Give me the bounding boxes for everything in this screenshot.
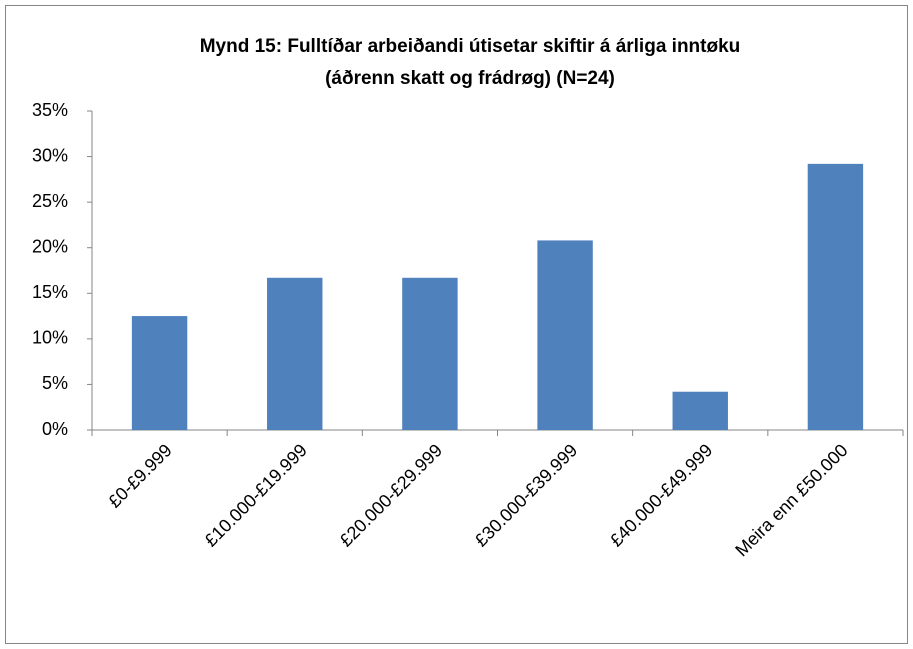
y-tick-label: 10%	[32, 328, 68, 348]
chart-title: (áðrenn skatt og frádrøg) (N=24)	[325, 68, 615, 89]
y-tick-label: 0%	[42, 419, 68, 439]
y-tick-label: 35%	[32, 100, 68, 120]
bar	[537, 240, 593, 430]
bar	[402, 277, 458, 430]
y-tick-label: 15%	[32, 282, 68, 302]
bar	[267, 277, 323, 430]
chart-title: Mynd 15: Fulltíðar arbeiðandi útisetar s…	[200, 36, 741, 57]
bar	[672, 391, 728, 430]
y-tick-label: 20%	[32, 236, 68, 256]
bar	[131, 316, 188, 430]
y-tick-label: 25%	[32, 191, 68, 211]
bar	[807, 163, 864, 430]
y-tick-label: 5%	[42, 373, 68, 393]
y-tick-label: 30%	[32, 145, 68, 165]
